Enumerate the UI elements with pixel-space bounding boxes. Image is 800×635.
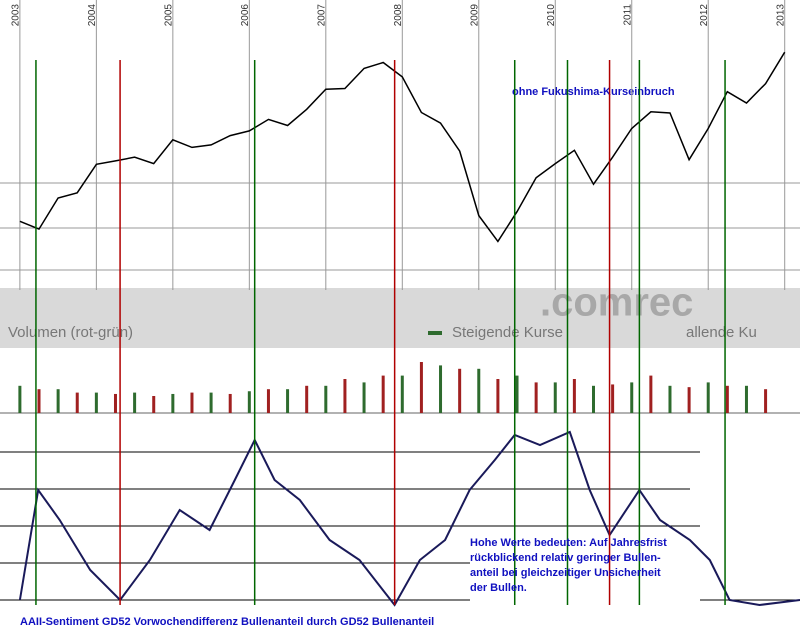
- legend-label: allende Ku: [686, 324, 757, 341]
- volume-bar: [534, 382, 538, 413]
- x-tick-label: 2003: [11, 4, 22, 27]
- volume-bar: [458, 368, 462, 413]
- legend-swatch: [428, 331, 442, 335]
- volume-bar: [56, 389, 60, 413]
- sentiment-title: AAII-Sentiment GD52 Vorwochendifferenz B…: [20, 616, 434, 628]
- price-hlines: [0, 182, 800, 271]
- note-line: anteil bei gleichzeitiger Unsicherheit: [470, 567, 661, 579]
- volume-bar: [744, 385, 748, 413]
- volume-bar: [228, 393, 232, 413]
- x-tick-label: 2010: [546, 4, 557, 27]
- volume-bar: [171, 393, 175, 413]
- volume-bar: [305, 385, 309, 413]
- x-tick-label: 2013: [775, 4, 786, 27]
- volume-bar: [496, 379, 500, 413]
- volume-bar: [764, 389, 768, 413]
- note-line: rückblickend relativ geringer Bullen-: [470, 552, 661, 564]
- x-tick-label: 2006: [240, 4, 251, 27]
- volume-bar: [553, 382, 557, 413]
- x-tick-label: 2005: [163, 4, 174, 27]
- volume-bar: [515, 375, 519, 413]
- volume-bar: [668, 385, 672, 413]
- volume-bar: [37, 389, 41, 413]
- x-tick-label: 2012: [699, 4, 710, 27]
- x-tick-label: 2009: [469, 4, 480, 27]
- x-tick-label: 2008: [393, 4, 404, 27]
- volume-bar: [362, 382, 366, 413]
- note-line: der Bullen.: [470, 582, 527, 594]
- volume-bar: [94, 392, 98, 413]
- volume-bar: [687, 387, 691, 413]
- watermark: .comrec: [540, 281, 693, 325]
- volume-bar: [75, 392, 79, 413]
- volume-bar: [190, 392, 194, 413]
- annotation: ohne Fukushima-Kurseinbruch: [512, 86, 675, 98]
- volume-bar: [400, 375, 404, 413]
- volume-bar: [611, 384, 615, 413]
- volume-bar: [324, 385, 328, 413]
- x-tick-label: 2011: [622, 4, 633, 26]
- note-line: Hohe Werte bedeuten: Auf Jahresfrist: [470, 537, 667, 549]
- volume-bar: [630, 382, 634, 413]
- sentiment-hlines: [0, 451, 800, 601]
- volume-bar: [477, 368, 481, 413]
- legend-label: Steigende Kurse: [452, 324, 563, 341]
- volume-bar: [286, 389, 290, 413]
- volume-bar: [343, 379, 347, 413]
- volume-bar: [247, 391, 251, 413]
- volume-bar: [152, 396, 156, 413]
- volume-bar: [419, 362, 423, 413]
- x-tick-label: 2007: [316, 4, 327, 27]
- volume-bar: [591, 385, 595, 413]
- volume-bar: [266, 389, 270, 413]
- volume-bar: [209, 392, 213, 413]
- volume-bar: [572, 379, 576, 413]
- data-line: [18, 430, 800, 607]
- volume-bar: [18, 385, 22, 413]
- volume-bar: [381, 375, 385, 413]
- volume-bar: [725, 385, 729, 413]
- volume-bar: [439, 365, 443, 413]
- volume-bar: [113, 393, 117, 413]
- volume-bar: [649, 375, 653, 413]
- volume-bar: [133, 392, 137, 413]
- data-line: [19, 51, 786, 243]
- band: [0, 288, 800, 348]
- volume-title: Volumen (rot-grün): [8, 324, 133, 341]
- volume-bar: [706, 382, 710, 413]
- x-tick-label: 2004: [87, 4, 98, 27]
